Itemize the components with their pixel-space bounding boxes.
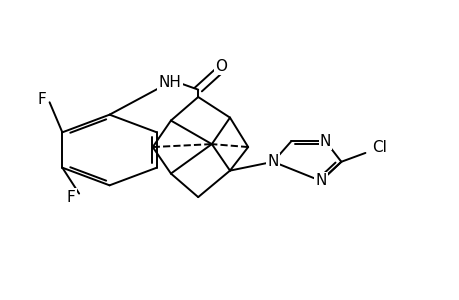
- Text: N: N: [314, 173, 326, 188]
- Text: Cl: Cl: [372, 140, 386, 155]
- Text: N: N: [319, 134, 330, 149]
- Text: F: F: [67, 190, 75, 205]
- Text: N: N: [267, 154, 278, 169]
- Text: O: O: [214, 58, 226, 74]
- Text: NH: NH: [158, 75, 181, 90]
- Text: F: F: [37, 92, 46, 107]
